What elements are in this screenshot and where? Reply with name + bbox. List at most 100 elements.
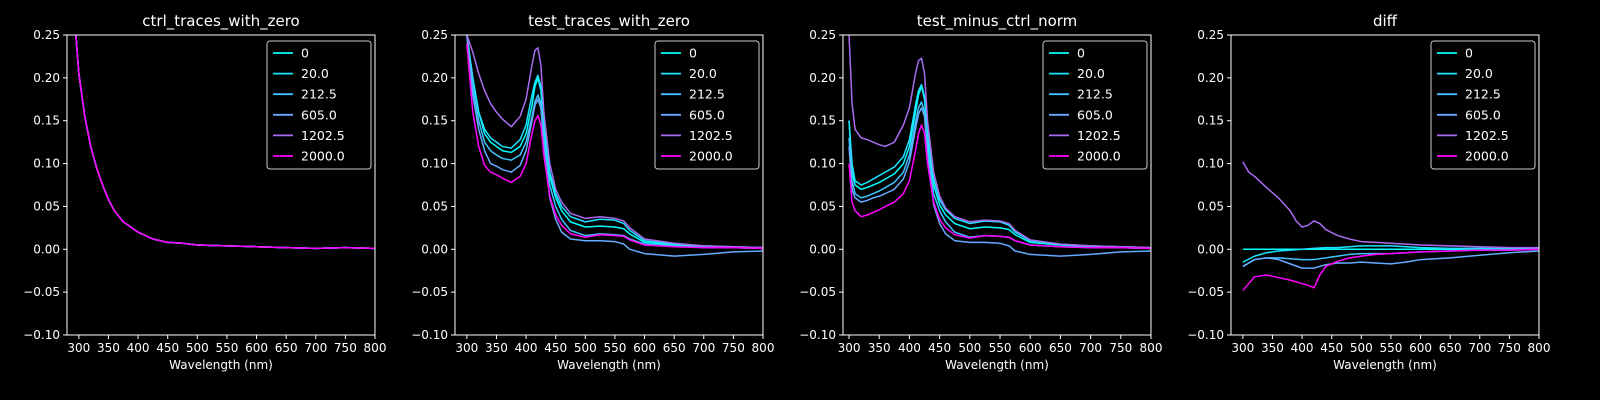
legend-label: 0 xyxy=(1077,46,1085,61)
legend-label: 20.0 xyxy=(301,66,329,81)
series-group xyxy=(848,35,1151,257)
legend-label: 0 xyxy=(301,46,309,61)
x-axis-label: Wavelength (nm) xyxy=(945,358,1049,372)
legend: 0 20.0 212.5 605.0 1202.5 2000.0 xyxy=(1042,40,1148,170)
panel-test-minus-ctrl-norm: 300 350 400 450 500 550 600 650 700 750 800 −0.10 −0… xyxy=(799,12,1162,372)
legend-label: 20.0 xyxy=(1465,66,1493,81)
x-tick-label: 350 xyxy=(1261,341,1284,355)
x-tick-label: 750 xyxy=(334,341,357,355)
x-tick-label: 650 xyxy=(663,341,686,355)
legend-label: 212.5 xyxy=(689,87,725,102)
y-tick-label: 0.15 xyxy=(1197,114,1224,128)
x-tick-label: 700 xyxy=(1468,341,1491,355)
legend-label: 212.5 xyxy=(1465,87,1501,102)
plot-area: 300 350 400 450 500 550 600 650 700 750 800 −0.10 −0… xyxy=(799,28,1162,355)
series-line-3 xyxy=(848,107,1151,257)
y-tick-label: 0.10 xyxy=(33,157,60,171)
panel-ctrl-traces-with-zero: 300 350 400 450 500 550 600 650 700 750 800 −0.10 −0… xyxy=(23,12,386,372)
y-tick-label: 0.00 xyxy=(809,242,836,256)
x-tick-label: 500 xyxy=(186,341,209,355)
panel-diff: 300 350 400 450 500 550 600 650 700 750 800 −0.10 −0… xyxy=(1187,12,1550,372)
panel-title: ctrl_traces_with_zero xyxy=(142,12,299,31)
y-tick-label: 0.00 xyxy=(33,242,60,256)
x-tick-label: 600 xyxy=(1019,341,1042,355)
series-group xyxy=(75,35,375,250)
legend: 0 20.0 212.5 605.0 1202.5 2000.0 xyxy=(266,40,372,170)
panel-title: diff xyxy=(1373,12,1398,30)
x-tick-label: 500 xyxy=(1350,341,1373,355)
x-tick-label: 400 xyxy=(898,341,921,355)
plot-area: 300 350 400 450 500 550 600 650 700 750 800 −0.10 −0… xyxy=(23,28,386,355)
x-tick-label: 700 xyxy=(304,341,327,355)
x-tick-label: 600 xyxy=(1409,341,1432,355)
legend: 0 20.0 212.5 605.0 1202.5 2000.0 xyxy=(654,40,760,170)
x-tick-label: 750 xyxy=(722,341,745,355)
legend-label: 1202.5 xyxy=(301,128,345,143)
x-tick-label: 450 xyxy=(156,341,179,355)
x-tick-label: 600 xyxy=(245,341,268,355)
legend-label: 605.0 xyxy=(1077,107,1113,122)
legend-label: 1202.5 xyxy=(1077,128,1121,143)
x-tick-label: 300 xyxy=(67,341,90,355)
y-tick-label: 0.10 xyxy=(421,157,448,171)
x-tick-label: 750 xyxy=(1109,341,1132,355)
x-tick-label: 450 xyxy=(544,341,567,355)
x-tick-label: 400 xyxy=(1291,341,1314,355)
x-tick-label: 550 xyxy=(1379,341,1402,355)
y-tick-label: 0.15 xyxy=(33,114,60,128)
legend-label: 1202.5 xyxy=(689,128,733,143)
legend-label: 212.5 xyxy=(301,87,337,102)
y-tick-label: 0.25 xyxy=(809,28,836,42)
y-tick-label: 0.05 xyxy=(33,199,60,213)
panel-title: test_traces_with_zero xyxy=(528,12,690,31)
y-tick-label: 0.05 xyxy=(1197,199,1224,213)
y-tick-label: −0.10 xyxy=(23,328,60,342)
y-tick-label: 0.20 xyxy=(1197,71,1224,85)
x-tick-label: 800 xyxy=(1528,341,1551,355)
y-tick-label: 0.15 xyxy=(809,114,836,128)
x-tick-label: 350 xyxy=(868,341,891,355)
axes-frame xyxy=(454,34,764,336)
series-line-1 xyxy=(1242,245,1539,263)
x-tick-label: 400 xyxy=(127,341,150,355)
y-tick-label: 0.15 xyxy=(421,114,448,128)
panel-test-traces-with-zero: 300 350 400 450 500 550 600 650 700 750 800 −0.10 −0… xyxy=(411,12,774,372)
x-tick-label: 350 xyxy=(97,341,120,355)
x-axis-label: Wavelength (nm) xyxy=(169,358,273,372)
y-tick-label: −0.10 xyxy=(1187,328,1224,342)
series-group xyxy=(1242,161,1539,291)
x-tick-label: 550 xyxy=(603,341,626,355)
series-group xyxy=(466,35,763,257)
legend-label: 1202.5 xyxy=(1465,128,1509,143)
x-tick-label: 700 xyxy=(1079,341,1102,355)
legend-label: 605.0 xyxy=(301,107,337,122)
x-tick-label: 650 xyxy=(1439,341,1462,355)
x-tick-label: 500 xyxy=(958,341,981,355)
series-line-3 xyxy=(466,35,763,257)
x-tick-label: 450 xyxy=(928,341,951,355)
y-tick-label: −0.05 xyxy=(1187,285,1224,299)
x-tick-label: 700 xyxy=(692,341,715,355)
axes-frame xyxy=(842,34,1152,336)
x-tick-label: 550 xyxy=(215,341,238,355)
x-tick-label: 800 xyxy=(364,341,387,355)
series-line-5 xyxy=(75,35,375,250)
legend-label: 605.0 xyxy=(689,107,725,122)
plot-area: 300 350 400 450 500 550 600 650 700 750 800 −0.10 −0… xyxy=(411,28,774,355)
y-tick-label: −0.10 xyxy=(411,328,448,342)
x-axis-label: Wavelength (nm) xyxy=(1333,358,1437,372)
x-tick-label: 800 xyxy=(1140,341,1163,355)
axes-frame xyxy=(1230,34,1540,336)
legend-label: 605.0 xyxy=(1465,107,1501,122)
y-tick-label: −0.05 xyxy=(799,285,836,299)
series-line-4 xyxy=(466,35,763,249)
x-tick-label: 800 xyxy=(752,341,775,355)
y-tick-label: 0.25 xyxy=(33,28,60,42)
y-tick-label: 0.05 xyxy=(809,199,836,213)
legend-label: 20.0 xyxy=(1077,66,1105,81)
series-line-1 xyxy=(466,35,763,249)
x-tick-label: 450 xyxy=(1320,341,1343,355)
legend-label: 2000.0 xyxy=(689,149,733,164)
x-tick-label: 500 xyxy=(574,341,597,355)
